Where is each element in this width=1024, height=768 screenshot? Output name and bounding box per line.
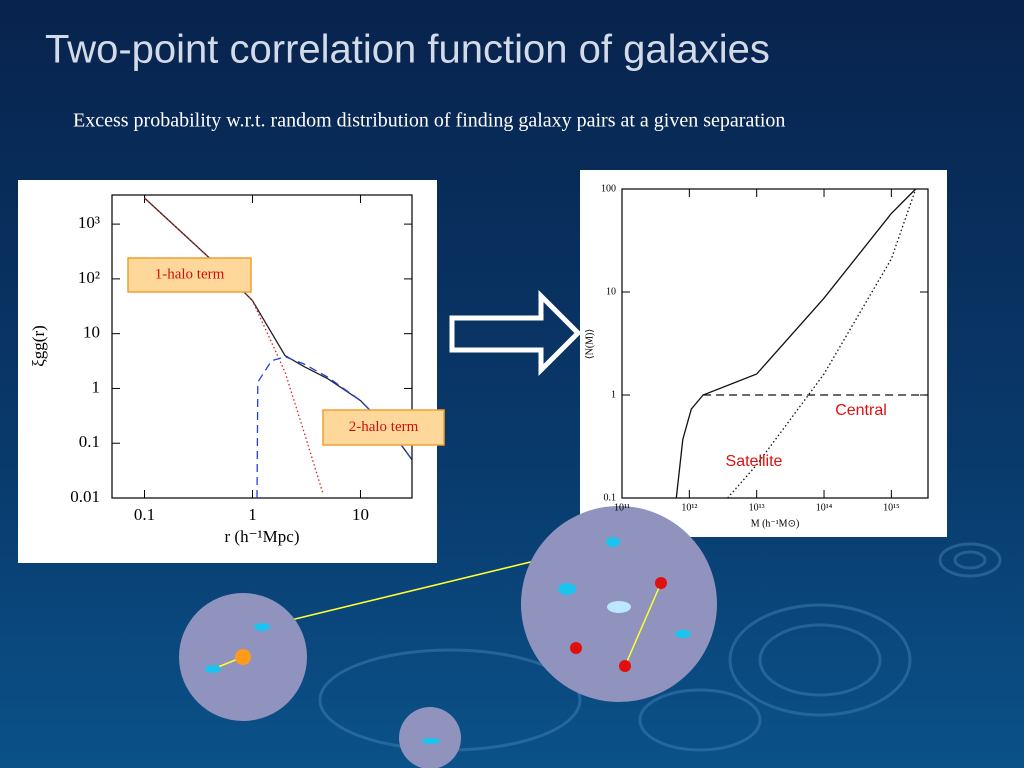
x-tick-label: 10¹⁵ [883, 502, 899, 513]
y-tick-label: 1 [611, 389, 616, 400]
x-tick-label: 1 [248, 505, 257, 524]
annotation: 2-halo term [349, 419, 419, 435]
halo-diagram [179, 506, 717, 768]
series-line [675, 188, 917, 499]
x-tick-label: 10¹² [681, 502, 697, 513]
series-line [144, 197, 324, 494]
y-axis-label: ξgg(r) [29, 325, 48, 367]
chart: 0.1 1 10 10³ 10² 10 1 0.1 0.01 r (h⁻¹Mpc) ξgg(r) 1-… [29, 194, 445, 546]
plot-frame [111, 194, 413, 499]
y-tick-label: 0.1 [604, 492, 617, 503]
slide-title: Two-point correlation function of galaxi… [45, 28, 770, 72]
chart-panel [18, 180, 437, 563]
chart: 10¹¹ 10¹² 10¹³ 10¹⁴ 10¹⁵ 100 10 1 0.1 M (h⁻¹M⊙) ⟨N… [584, 183, 929, 529]
arrow [449, 289, 582, 377]
y-tick-label: 10² [78, 268, 100, 287]
x-axis-label: M (h⁻¹M⊙) [751, 518, 800, 529]
y-tick-label: 1 [92, 377, 101, 396]
slide-subtitle: Excess probability w.r.t. random distrib… [73, 110, 785, 132]
y-tick-label: 10 [83, 323, 100, 342]
y-tick-label: 10³ [78, 213, 100, 232]
plot-frame [621, 188, 929, 499]
series-line [727, 188, 917, 499]
annotation-box [322, 409, 445, 446]
y-tick-label: 0.1 [79, 432, 100, 451]
annotation: 1-halo term [155, 266, 225, 282]
x-axis-label: r (h⁻¹Mpc) [225, 527, 300, 546]
annotation: Satellite [726, 453, 783, 470]
ripples [318, 542, 1002, 752]
x-tick-label: 10¹¹ [614, 502, 630, 513]
y-tick-label: 100 [601, 183, 616, 194]
annotation: Central [835, 402, 887, 419]
annotation-box [127, 257, 252, 293]
x-tick-label: 10¹⁴ [816, 502, 833, 513]
x-tick-label: 0.1 [134, 505, 155, 524]
y-tick-label: 0.01 [70, 487, 100, 506]
y-tick-label: 10 [606, 286, 616, 297]
chart-panel [580, 170, 947, 537]
x-tick-label: 10 [352, 505, 369, 524]
y-axis-label: ⟨N(M)⟩ [584, 329, 595, 360]
x-tick-label: 10¹³ [749, 502, 765, 513]
